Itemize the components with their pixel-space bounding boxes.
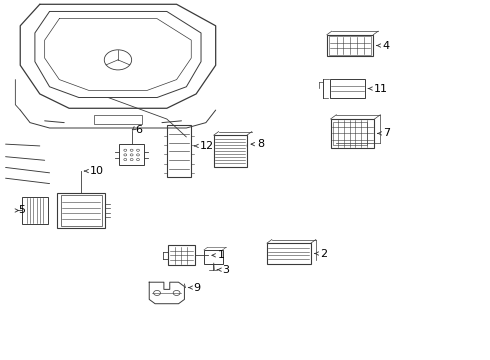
Bar (168, 246, 195, 265)
Text: 3: 3 (222, 265, 229, 275)
Bar (333, 122, 367, 145)
Bar (331, 119, 374, 148)
Text: 12: 12 (199, 141, 214, 151)
Text: 4: 4 (382, 41, 390, 50)
Text: 6: 6 (135, 125, 142, 135)
Bar (327, 35, 373, 56)
Bar (22, 197, 48, 224)
Text: 2: 2 (320, 248, 327, 258)
Bar (330, 79, 365, 98)
Bar (61, 195, 102, 226)
Bar (267, 243, 311, 264)
Text: 9: 9 (194, 283, 201, 293)
Bar (204, 250, 222, 264)
Text: 10: 10 (90, 166, 103, 176)
Text: 5: 5 (18, 206, 25, 216)
Text: 11: 11 (373, 84, 388, 94)
Bar (94, 116, 143, 125)
Bar (329, 36, 371, 55)
Bar (214, 135, 247, 167)
Bar (57, 193, 105, 228)
Text: 1: 1 (218, 250, 225, 260)
Text: 7: 7 (383, 129, 391, 138)
Text: 8: 8 (257, 139, 264, 149)
Bar (119, 144, 145, 165)
Bar (167, 125, 191, 177)
